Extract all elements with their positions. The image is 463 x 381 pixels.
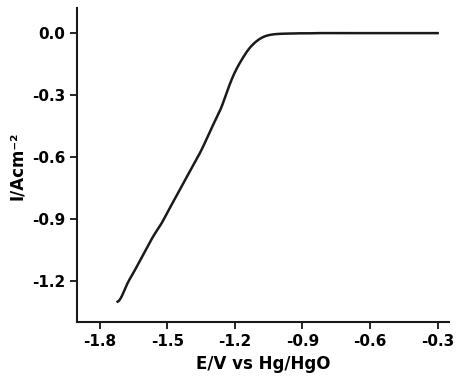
X-axis label: E/V vs Hg/HgO: E/V vs Hg/HgO xyxy=(196,355,330,373)
Y-axis label: I/Acm⁻²: I/Acm⁻² xyxy=(8,131,26,200)
